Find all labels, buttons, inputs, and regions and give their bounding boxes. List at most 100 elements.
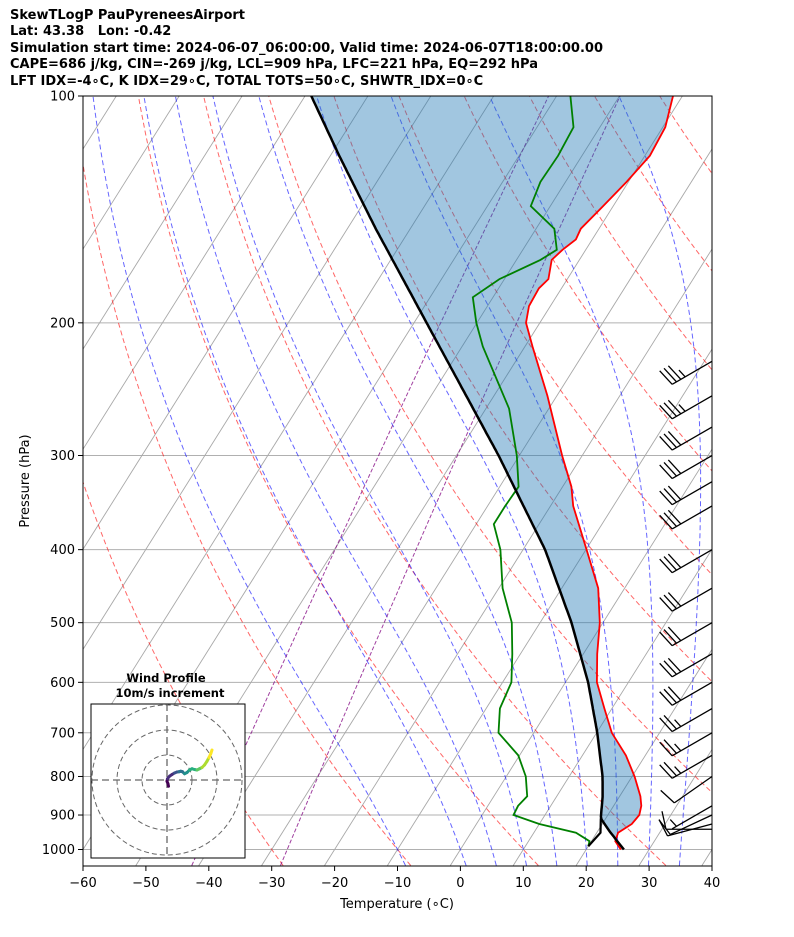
moist-adiabat-line — [174, 96, 497, 866]
x-axis-label: Temperature (∘C) — [339, 897, 454, 912]
barb-feather — [659, 464, 673, 479]
x-tick-label: −30 — [258, 876, 285, 891]
isotherm-line — [261, 148, 712, 866]
wind-barb — [659, 587, 713, 612]
barb-staff — [671, 805, 713, 830]
barb-staff — [671, 707, 713, 733]
barb-staff — [671, 505, 713, 530]
isotherm-line — [83, 96, 180, 250]
barb-feather — [667, 459, 682, 474]
barb-feather — [667, 553, 682, 569]
barb-feather — [663, 556, 677, 571]
y-tick-label: 1000 — [42, 843, 75, 858]
barb-staff — [673, 775, 713, 804]
wind-barb — [660, 775, 713, 804]
moist-adiabat-line — [489, 96, 654, 866]
wind-barb — [659, 395, 713, 420]
isotherm-line — [324, 248, 712, 866]
barb-staff — [671, 622, 713, 647]
hodograph-segment — [209, 748, 214, 756]
barb-feather — [663, 402, 677, 417]
barb-staff — [671, 732, 713, 757]
barb-half-feather — [669, 819, 677, 827]
chart-header: SkewTLogP PauPyreneesAirport Lat: 43.38 … — [10, 8, 603, 90]
moist-adiabat-line — [390, 96, 619, 866]
profile-lines — [310, 96, 674, 851]
barb-feather — [659, 662, 673, 678]
isotherm-line — [83, 96, 369, 551]
dewpoint-line — [471, 96, 591, 847]
wind-barb — [659, 754, 713, 779]
barb-staff — [671, 395, 713, 420]
dry-adiabat-line — [203, 96, 667, 866]
isotherm-line — [765, 96, 794, 865]
dry-adiabat-line — [725, 96, 794, 866]
y-tick-label: 200 — [50, 316, 75, 331]
barb-half-feather — [678, 404, 686, 412]
barb-feather — [663, 594, 677, 610]
moist-adiabat-line — [258, 96, 558, 866]
wind-barb — [659, 360, 713, 385]
barb-feather — [659, 514, 673, 530]
barb-feather — [667, 431, 682, 446]
dry-adiabat-line — [137, 96, 539, 866]
wind-barb — [659, 622, 713, 647]
moist-adiabat-line — [92, 96, 406, 866]
barb-feather — [663, 461, 677, 477]
wind-barb — [669, 805, 713, 830]
dry-adiabat-line — [83, 161, 412, 866]
y-tick-label: 700 — [50, 726, 75, 741]
location-line: Lat: 43.38 Lon: -0.42 — [10, 24, 172, 40]
barb-feather — [659, 741, 673, 757]
barb-feather — [663, 739, 677, 754]
isotherm-line — [83, 96, 432, 651]
barb-half-feather — [674, 719, 682, 727]
barb-feather — [659, 490, 673, 506]
cape-line: CAPE=686 j/kg, CIN=-269 j/kg, LCL=909 hP… — [10, 57, 538, 73]
barb-staff — [670, 814, 713, 836]
hodograph-subtitle: 10m/s increment — [116, 686, 225, 700]
barb-staff — [671, 754, 713, 779]
wind-barb — [659, 549, 713, 574]
y-tick-label: 800 — [50, 770, 75, 785]
dry-adiabat-line — [268, 96, 712, 794]
y-tick-label: 400 — [50, 543, 75, 558]
dry-adiabat-line — [528, 96, 712, 371]
isotherm-line — [575, 648, 712, 866]
barb-staff — [671, 587, 713, 612]
barb-feather — [663, 715, 677, 730]
wind-barb — [659, 653, 713, 678]
moist-adiabat-line — [212, 96, 527, 866]
wind-barb — [658, 814, 713, 836]
wind-barb — [659, 426, 713, 451]
barb-feather — [667, 626, 682, 642]
mixing-ratio-line — [280, 96, 621, 866]
parcel-line — [310, 96, 625, 851]
x-tick-label: −60 — [69, 876, 96, 891]
barb-feather — [659, 597, 673, 612]
barb-feather — [667, 592, 682, 607]
cin-area — [311, 96, 673, 840]
y-tick-label: 100 — [50, 90, 75, 105]
dry-adiabat-line — [790, 96, 794, 866]
hodograph-plot — [91, 704, 245, 858]
barb-staff — [671, 653, 713, 678]
barb-feather — [663, 761, 677, 777]
temperature-line — [525, 96, 674, 850]
wind-barbs — [658, 360, 713, 837]
x-tick-label: 30 — [641, 876, 658, 891]
y-tick-label: 900 — [50, 809, 75, 824]
parcel-dewpoint-line — [587, 818, 602, 847]
barb-half-feather — [674, 743, 682, 752]
barb-staff — [671, 681, 713, 706]
barb-feather — [663, 660, 677, 675]
barb-feather — [663, 512, 677, 527]
barb-feather — [661, 811, 667, 830]
isotherm-line — [638, 748, 712, 866]
wind-barb — [659, 732, 713, 757]
x-tick-label: −50 — [132, 876, 159, 891]
dry-adiabat-line — [398, 96, 712, 576]
chart-title: SkewTLogP PauPyreneesAirport — [10, 8, 246, 23]
barb-feather — [663, 688, 677, 704]
